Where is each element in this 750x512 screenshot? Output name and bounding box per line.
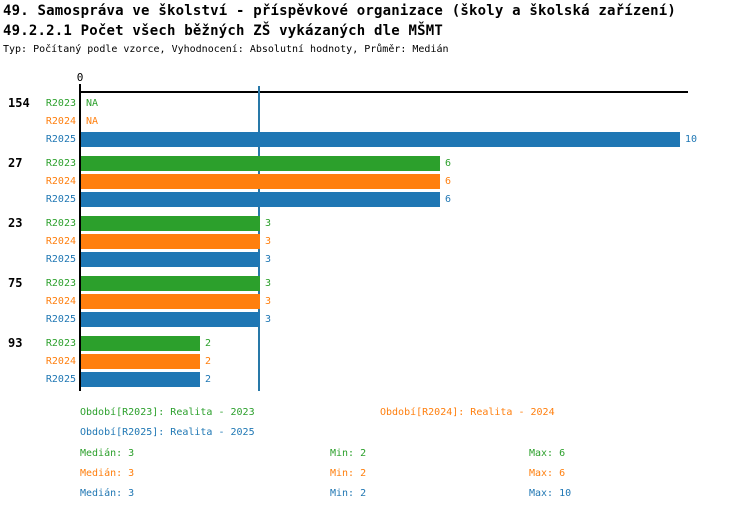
bar-chart: 0 154 R2023 NA R2024 NA R2025 10 27 R2023 6 R2024 6 R… [8,71,698,391]
na-value-r2023-group-154: NA [86,98,99,109]
group-label-75: 75 [8,276,23,290]
bar-value-r2024-group-93: 2 [205,356,212,367]
row-label-r2025-group-23: R2025 [45,254,76,265]
row-label-r2024-group-154: R2024 [45,116,76,127]
row-label-r2024-group-93: R2024 [45,356,76,367]
axis-tick-label-0: 0 [76,71,84,84]
bar-value-r2025-group-23: 3 [265,254,272,265]
bar-r2025-group-154 [81,132,680,147]
bar-r2023-group-93 [81,336,200,351]
axis-tick-zero [79,84,81,91]
bar-value-r2025-group-93: 2 [205,374,212,385]
bar-value-r2023-group-23: 3 [265,218,272,229]
row-label-r2023-group-154: R2023 [45,98,76,109]
bar-value-r2024-group-23: 3 [265,236,272,247]
report-title-line1: 49. Samospráva ve školství - příspěvkové… [3,3,677,19]
bar-value-r2024-group-27: 6 [445,176,452,187]
bar-r2024-group-23 [81,234,260,249]
bar-value-r2025-group-75: 3 [265,314,272,325]
stat-median-r2024: Medián: 3 [80,468,135,479]
row-label-r2023-group-75: R2023 [45,278,76,289]
bar-r2025-group-23 [81,252,260,267]
bar-value-r2024-group-75: 3 [265,296,272,307]
stat-max-r2025: Max: 10 [529,488,572,499]
stat-median-r2023: Medián: 3 [80,448,135,459]
row-label-r2025-group-154: R2025 [45,134,76,145]
bar-r2023-group-27 [81,156,440,171]
row-label-r2025-group-27: R2025 [45,194,76,205]
group-label-93: 93 [8,336,23,350]
group-label-27: 27 [8,156,23,170]
bar-r2025-group-27 [81,192,440,207]
bar-r2025-group-93 [81,372,200,387]
row-label-r2025-group-93: R2025 [45,374,76,385]
bar-r2023-group-23 [81,216,260,231]
report-meta: Typ: Počítaný podle vzorce, Vyhodnocení:… [3,44,449,55]
group-label-154: 154 [8,96,30,110]
legend-item-r2023: Období[R2023]: Realita - 2023 [80,407,255,418]
row-label-r2024-group-75: R2024 [45,296,76,307]
bar-r2025-group-75 [81,312,260,327]
x-axis-line [79,91,688,93]
stat-min-r2025: Min: 2 [330,488,367,499]
bar-value-r2025-group-154: 10 [685,134,698,145]
bar-r2023-group-75 [81,276,260,291]
row-label-r2024-group-23: R2024 [45,236,76,247]
stat-min-r2023: Min: 2 [330,448,367,459]
group-label-23: 23 [8,216,23,230]
stat-median-r2025: Medián: 3 [80,488,135,499]
bar-r2024-group-93 [81,354,200,369]
row-label-r2023-group-23: R2023 [45,218,76,229]
row-label-r2023-group-93: R2023 [45,338,76,349]
report-title-line2: 49.2.2.1 Počet všech běžných ZŠ vykázaný… [3,23,444,39]
stat-max-r2023: Max: 6 [529,448,566,459]
stat-max-r2024: Max: 6 [529,468,566,479]
row-label-r2025-group-75: R2025 [45,314,76,325]
bar-value-r2023-group-27: 6 [445,158,452,169]
bar-r2024-group-27 [81,174,440,189]
row-label-r2023-group-27: R2023 [45,158,76,169]
bar-value-r2025-group-27: 6 [445,194,452,205]
stat-min-r2024: Min: 2 [330,468,367,479]
row-label-r2024-group-27: R2024 [45,176,76,187]
bar-r2024-group-75 [81,294,260,309]
na-value-r2024-group-154: NA [86,116,99,127]
bar-value-r2023-group-93: 2 [205,338,212,349]
legend-item-r2025: Období[R2025]: Realita - 2025 [80,427,255,438]
bar-value-r2023-group-75: 3 [265,278,272,289]
y-axis-spine [79,91,81,391]
legend-item-r2024: Období[R2024]: Realita - 2024 [380,407,555,418]
